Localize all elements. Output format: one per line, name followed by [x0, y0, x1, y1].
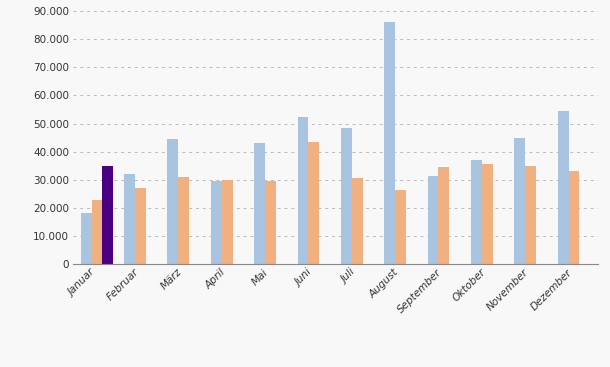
Bar: [482, 164, 493, 264]
Bar: [309, 142, 319, 264]
Bar: [514, 138, 525, 264]
Bar: [81, 213, 92, 264]
Bar: [558, 111, 569, 264]
Bar: [135, 188, 146, 264]
Bar: [439, 167, 450, 264]
Bar: [168, 139, 178, 264]
Bar: [525, 166, 536, 264]
Bar: [221, 180, 232, 264]
Bar: [341, 128, 352, 264]
Bar: [102, 166, 113, 264]
Bar: [211, 181, 221, 264]
Bar: [471, 160, 482, 264]
Bar: [395, 190, 406, 264]
Bar: [428, 175, 439, 264]
Bar: [298, 117, 309, 264]
Bar: [92, 200, 102, 264]
Bar: [124, 174, 135, 264]
Bar: [178, 177, 189, 264]
Bar: [265, 181, 276, 264]
Bar: [569, 171, 579, 264]
Bar: [352, 178, 362, 264]
Bar: [254, 143, 265, 264]
Bar: [384, 22, 395, 264]
